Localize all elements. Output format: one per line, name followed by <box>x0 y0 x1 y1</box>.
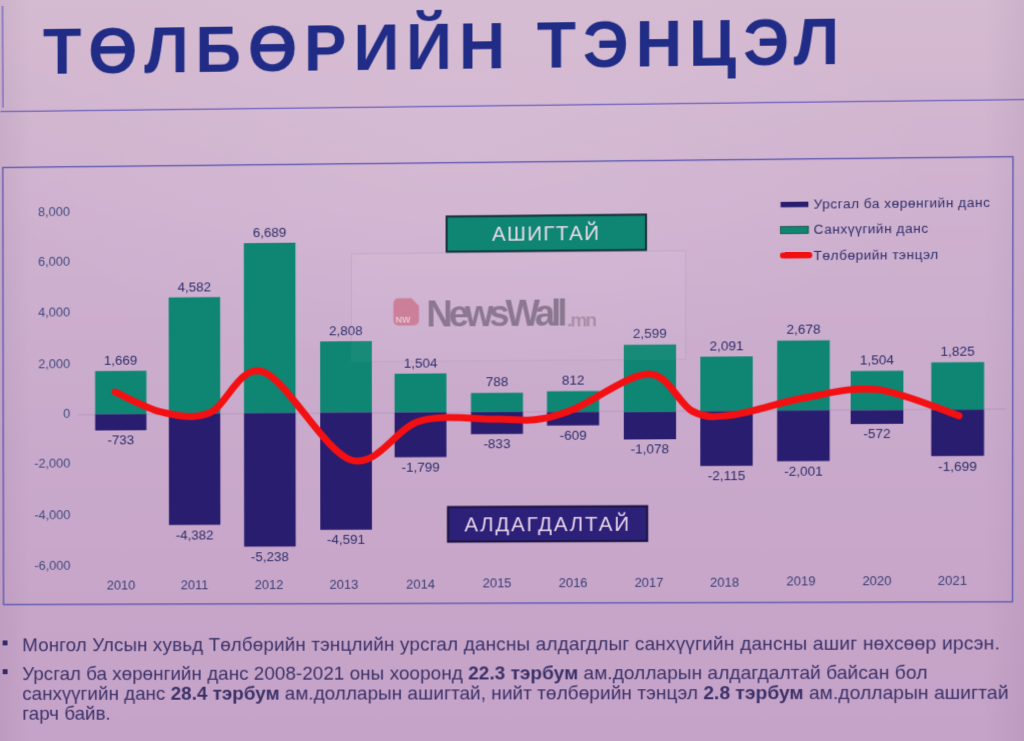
svg-text:2014: 2014 <box>406 576 435 591</box>
svg-text:Урсгал ба хөрөнгийн данс: Урсгал ба хөрөнгийн данс <box>814 195 991 212</box>
svg-text:2,808: 2,808 <box>329 323 363 338</box>
svg-text:1,825: 1,825 <box>941 344 975 360</box>
svg-text:-833: -833 <box>483 436 510 451</box>
svg-text:-4,382: -4,382 <box>176 527 214 542</box>
svg-text:2,091: 2,091 <box>710 338 744 354</box>
svg-text:0: 0 <box>63 406 70 421</box>
svg-text:NW: NW <box>396 314 412 324</box>
svg-text:8,000: 8,000 <box>38 204 70 219</box>
svg-text:NewsWall: NewsWall <box>426 292 566 335</box>
svg-text:2,678: 2,678 <box>786 322 820 338</box>
svg-text:-5,238: -5,238 <box>251 549 289 564</box>
svg-text:2012: 2012 <box>255 577 284 592</box>
svg-text:АШИГТАЙ: АШИГТАЙ <box>492 220 601 245</box>
svg-text:2013: 2013 <box>330 576 359 591</box>
svg-text:4,000: 4,000 <box>38 305 70 320</box>
svg-text:-733: -733 <box>108 433 135 448</box>
svg-text:2,599: 2,599 <box>633 326 667 341</box>
svg-text:1,504: 1,504 <box>860 352 895 368</box>
svg-text:-1,699: -1,699 <box>938 458 977 474</box>
svg-text:-2,001: -2,001 <box>784 463 823 478</box>
svg-text:812: 812 <box>562 373 585 388</box>
svg-text:2020: 2020 <box>862 573 891 588</box>
svg-text:-572: -572 <box>863 426 890 441</box>
svg-text:Санхүүгийн данс: Санхүүгийн данс <box>814 221 929 237</box>
svg-text:-2,000: -2,000 <box>34 456 70 471</box>
svg-text:2011: 2011 <box>181 577 209 592</box>
svg-text:-2,115: -2,115 <box>708 468 746 483</box>
svg-text:-6,000: -6,000 <box>34 558 70 573</box>
svg-text:-4,000: -4,000 <box>34 507 70 522</box>
svg-text:-1,799: -1,799 <box>401 459 439 474</box>
svg-text:АЛДАГДАЛТАЙ: АЛДАГДАЛТАЙ <box>464 512 630 537</box>
svg-text:1,669: 1,669 <box>104 353 137 368</box>
svg-text:6,689: 6,689 <box>253 224 287 239</box>
svg-text:4,582: 4,582 <box>178 279 211 294</box>
svg-text:2015: 2015 <box>483 576 512 591</box>
svg-text:-609: -609 <box>559 428 586 443</box>
svg-text:2010: 2010 <box>107 578 135 593</box>
svg-text:2017: 2017 <box>634 575 663 590</box>
svg-text:-1,078: -1,078 <box>631 442 669 457</box>
svg-text:2018: 2018 <box>710 574 739 589</box>
svg-text:2019: 2019 <box>786 574 815 589</box>
svg-text:.mn: .mn <box>567 309 597 331</box>
svg-text:2,000: 2,000 <box>38 356 70 371</box>
svg-text:2016: 2016 <box>559 575 588 590</box>
svg-text:-4,591: -4,591 <box>327 532 365 547</box>
svg-text:788: 788 <box>486 374 509 389</box>
svg-text:6,000: 6,000 <box>38 254 70 269</box>
svg-text:2021: 2021 <box>938 573 967 588</box>
svg-text:1,504: 1,504 <box>404 355 438 370</box>
svg-text:Төлбөрийн тэнцэл: Төлбөрийн тэнцэл <box>814 246 939 262</box>
